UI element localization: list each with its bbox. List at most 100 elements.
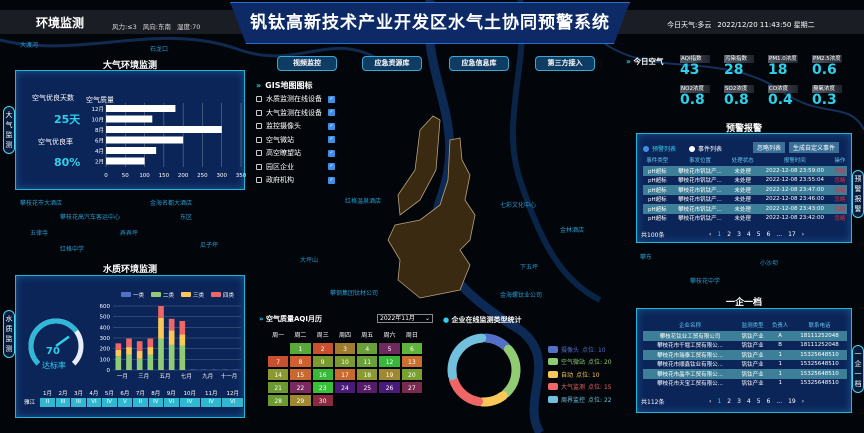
checkbox-checked-icon[interactable]: ✓ [328, 176, 335, 184]
calendar-day[interactable]: 15 [289, 368, 312, 381]
calendar-day[interactable]: 3 [333, 342, 357, 355]
calendar-day[interactable]: 17 [333, 368, 357, 381]
calendar-day[interactable]: 23 [311, 381, 334, 394]
calendar-day[interactable]: 1 [289, 342, 312, 355]
gis-layer-item[interactable]: 大气监测在线设备 ✓ [256, 108, 335, 118]
ignore-link[interactable]: 忽略 [832, 166, 847, 176]
gis-layer-item[interactable]: 水质监测在线设备 ✓ [256, 94, 335, 104]
table-row[interactable]: 攀枝花钛业工贸有限公司 钒钛产业 A 18111252048 [643, 331, 847, 341]
table-row[interactable]: pH超标 攀枝花市钒钛产... 未处理 2022-12-08 23:46:00 忽略 [643, 195, 847, 205]
calendar-day[interactable]: 11 [356, 355, 379, 368]
calendar-day[interactable]: 19 [378, 368, 401, 381]
prev-page-button[interactable]: ‹ [709, 231, 712, 238]
tab-alarm[interactable]: 预警报警 [852, 170, 864, 218]
calendar-day[interactable]: 16 [311, 368, 334, 381]
calendar-day[interactable]: 6 [400, 342, 423, 355]
page-button[interactable]: 5 [756, 231, 761, 238]
checkbox-checked-icon[interactable]: ✓ [328, 95, 335, 103]
next-page-button[interactable]: › [801, 398, 805, 405]
calendar-day[interactable]: 18 [356, 368, 379, 381]
page-button[interactable]: 1 [717, 231, 722, 238]
nav-emergency-info[interactable]: 应急信息库 [449, 56, 509, 71]
page-button[interactable]: ... [776, 398, 783, 405]
calendar-day[interactable]: 4 [356, 342, 379, 355]
next-page-button[interactable]: › [801, 231, 805, 238]
page-button[interactable]: 4 [746, 231, 751, 238]
create-event-button[interactable]: 生成自定义事件 [789, 142, 840, 153]
calendar-day[interactable]: 13 [400, 355, 423, 368]
calendar-day[interactable]: 9 [311, 355, 334, 368]
gis-layer-item[interactable]: 园区企业 ✓ [256, 162, 335, 172]
checkbox-checked-icon[interactable]: ✓ [328, 109, 335, 116]
table-row[interactable]: pH超标 攀枝花市钒钛产... 未处理 2022-12-08 23:43:00 忽略 [643, 204, 847, 214]
table-row[interactable]: 攀枝花市千堰工贸有限公... 钒钛产业 B 18111252048 [643, 341, 847, 351]
prev-page-button[interactable]: ‹ [709, 398, 712, 405]
calendar-day[interactable]: 26 [378, 381, 401, 394]
calendar-day[interactable]: 8 [289, 355, 312, 368]
calendar-day[interactable]: 21 [267, 381, 290, 394]
table-row[interactable]: pH超标 攀枝花市钒钛产... 未处理 2022-12-08 23:47:00 忽略 [643, 185, 847, 195]
month-select[interactable]: 2022年11月 ⌄ [377, 314, 433, 323]
page-button[interactable]: 5 [756, 398, 761, 405]
page-button[interactable]: 2 [727, 398, 732, 405]
ignore-link[interactable]: 忽略 [832, 185, 847, 195]
page-button[interactable]: 3 [737, 231, 741, 238]
calendar-day[interactable]: 2 [311, 342, 334, 355]
page-button[interactable]: 4 [746, 398, 751, 405]
calendar-day[interactable]: 28 [267, 394, 290, 407]
nav-third-party[interactable]: 第三方接入 [535, 56, 595, 71]
table-row[interactable]: 攀枝花市瑞泰工贸有限公... 钒钛产业 1 15325648510 [643, 350, 847, 360]
gis-layer-item[interactable]: 空气微站 ✓ [256, 135, 335, 145]
table-row[interactable]: 攀枝花市天宝工贸有限公... 钒钛产业 1 15325648510 [643, 379, 847, 389]
enterprise-table: 企业名称 监测类型 负责人 联系电话 攀枝花钛业工贸有限公司 钒钛产业 A 181112520… [643, 319, 847, 388]
checkbox-checked-icon[interactable]: ✓ [328, 163, 335, 170]
checkbox-checked-icon[interactable]: ✓ [328, 149, 335, 157]
page-button[interactable]: 6 [766, 231, 771, 238]
page-button[interactable]: 17 [788, 231, 796, 238]
table-cell: pH超标 [643, 166, 672, 176]
page-button[interactable]: 1 [717, 398, 722, 405]
table-row[interactable]: pH超标 攀枝花市钒钛产... 未处理 2022-12-08 23:59:00 忽略 [643, 166, 847, 176]
calendar-day[interactable]: 22 [289, 381, 312, 394]
page-button[interactable]: 19 [788, 398, 796, 405]
calendar-day[interactable]: 20 [400, 368, 423, 381]
table-cell: 2022-12-08 23:55:04 [765, 177, 824, 184]
table-row[interactable]: 攀枝花市顺鑫钛业有限公... 钒钛产业 1 15325648510 [643, 360, 847, 370]
page-button[interactable]: ... [776, 231, 783, 238]
tab-water-monitor[interactable]: 水质监测 [3, 310, 15, 358]
calendar-day[interactable]: 7 [267, 355, 290, 368]
checkbox-checked-icon[interactable]: ✓ [328, 122, 335, 130]
calendar-day[interactable]: 14 [267, 368, 290, 381]
alarm-table: 事件类型 事发位置 处理状态 报警时间 操作 pH超标 攀枝花市钒钛产... 未处理 2022-… [643, 154, 847, 223]
nav-video-monitor[interactable]: 视频监控 [277, 56, 337, 71]
calendar-day[interactable]: 29 [289, 394, 312, 407]
page-button[interactable]: 2 [727, 231, 732, 238]
ignore-list-button[interactable]: 忽略列表 [753, 142, 786, 153]
calendar-day[interactable]: 30 [311, 394, 334, 407]
radio-alarm-list[interactable]: 预警列表 [643, 144, 676, 153]
table-row[interactable]: 攀枝花市晶华工贸有限公... 钒钛产业 1 15325648510 [643, 369, 847, 379]
gis-layer-item[interactable]: 监控摄像头 ✓ [256, 121, 335, 131]
ignore-link[interactable]: 忽略 [834, 216, 846, 223]
page-button[interactable]: 3 [737, 398, 741, 405]
calendar-day[interactable]: 24 [333, 381, 357, 394]
tab-air-monitor[interactable]: 大气监测 [3, 106, 15, 154]
ignore-link[interactable]: 忽略 [832, 204, 847, 214]
gis-layer-item[interactable]: 高空瞭望站 ✓ [256, 148, 335, 158]
calendar-day[interactable]: 12 [378, 355, 401, 368]
calendar-day[interactable]: 5 [378, 342, 401, 355]
calendar-day[interactable]: 25 [356, 381, 379, 394]
table-row[interactable]: pH超标 攀枝花市钒钛产... 未处理 2022-12-08 23:42:00 忽略 [643, 214, 847, 224]
table-row[interactable]: pH超标 攀枝花市钒钛产... 未处理 2022-12-08 23:55:04 忽略 [643, 176, 847, 186]
radio-event-list[interactable]: 事件列表 [689, 144, 722, 153]
page-button[interactable]: 6 [766, 398, 771, 405]
checkbox-checked-icon[interactable]: ✓ [328, 136, 335, 143]
calendar-day[interactable]: 10 [333, 355, 357, 368]
calendar-day[interactable]: 27 [400, 381, 423, 394]
ignore-link[interactable]: 忽略 [834, 178, 846, 185]
ignore-link[interactable]: 忽略 [834, 197, 846, 204]
gis-layer-item[interactable]: 政府机构 ✓ [256, 175, 335, 185]
nav-emergency-resources[interactable]: 应急资源库 [362, 56, 422, 71]
tab-enterprise[interactable]: 一企一档 [852, 345, 864, 393]
